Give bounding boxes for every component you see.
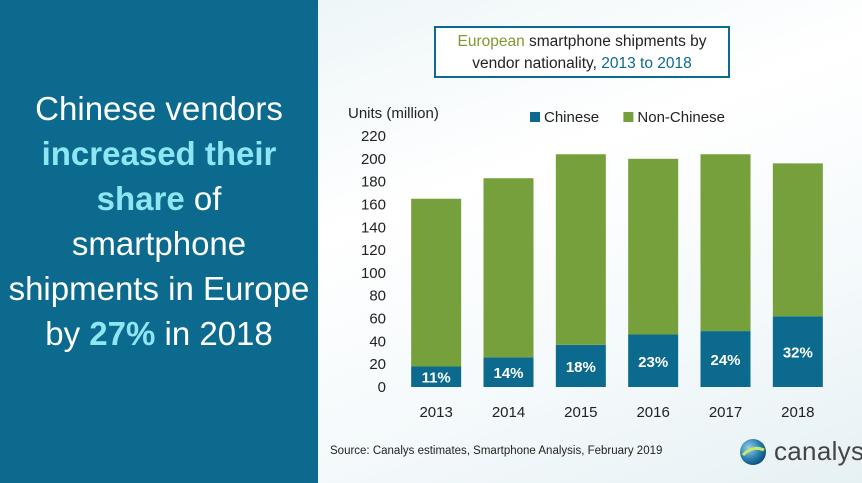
y-tick-label: 180 <box>361 174 386 191</box>
y-tick-label: 40 <box>369 333 386 350</box>
y-tick-label: 100 <box>361 265 386 282</box>
data-label: 32% <box>783 345 813 362</box>
y-tick-label: 20 <box>369 356 386 373</box>
y-tick-label: 60 <box>369 311 386 328</box>
headline-highlight-percent: 27% <box>89 315 156 352</box>
bar-non-chinese <box>483 178 534 358</box>
headline-part2: of smartphone shipments in Europe by <box>8 180 310 352</box>
headline-part3: in 2018 <box>155 315 273 352</box>
x-tick-label: 2016 <box>636 404 669 421</box>
legend-label-non-chinese: Non-Chinese <box>637 109 725 126</box>
bar-chinese <box>483 357 534 387</box>
bar-non-chinese <box>555 154 606 345</box>
bar-non-chinese <box>628 158 679 335</box>
data-label: 14% <box>493 365 523 382</box>
x-tick-label: 2017 <box>709 404 742 421</box>
bar-non-chinese <box>700 154 751 332</box>
bar-non-chinese <box>772 163 823 317</box>
data-label: 11% <box>422 370 451 387</box>
legend-label-chinese: Chinese <box>544 109 599 126</box>
y-tick-label: 220 <box>361 128 386 145</box>
y-tick-label: 80 <box>369 288 386 305</box>
x-tick-label: 2013 <box>419 404 452 421</box>
y-axis-label: Units (million) <box>348 105 439 122</box>
bar-chinese <box>772 316 823 387</box>
legend-swatch-chinese <box>530 112 540 122</box>
data-label: 24% <box>710 352 740 369</box>
x-tick-label: 2018 <box>781 404 814 421</box>
headline-text: Chinese vendors increased their share of… <box>8 86 310 356</box>
logo-wordmark: canalys <box>774 436 862 466</box>
x-tick-label: 2015 <box>564 404 597 421</box>
headline-highlight-share: increased their share <box>41 135 277 217</box>
chart-title-years: 2013 to 2018 <box>601 55 692 72</box>
headline-panel: Chinese vendors increased their share of… <box>0 0 318 483</box>
chart-title-region: European <box>457 33 525 50</box>
chart-title-body: smartphone shipments by vendor nationali… <box>472 33 707 72</box>
y-tick-label: 120 <box>361 242 386 259</box>
bar-non-chinese <box>411 198 462 367</box>
y-tick-label: 160 <box>361 196 386 213</box>
source-note: Source: Canalys estimates, Smartphone An… <box>330 445 663 457</box>
legend-swatch-non-chinese <box>623 112 634 122</box>
bar-chinese <box>628 334 679 387</box>
bar-chinese <box>700 331 751 387</box>
data-label: 23% <box>638 354 668 371</box>
canalys-logo: canalys <box>738 436 862 467</box>
x-tick-label: 2014 <box>492 404 525 421</box>
globe-icon <box>740 438 766 465</box>
headline-part1: Chinese vendors <box>35 90 283 127</box>
bar-chinese <box>411 366 462 387</box>
chart-title: European smartphone shipments by vendor … <box>434 26 730 78</box>
y-tick-label: 200 <box>361 151 386 168</box>
bar-chinese <box>555 344 606 387</box>
y-tick-label: 0 <box>378 379 386 396</box>
y-tick-label: 140 <box>361 219 386 236</box>
data-label: 18% <box>566 359 596 376</box>
